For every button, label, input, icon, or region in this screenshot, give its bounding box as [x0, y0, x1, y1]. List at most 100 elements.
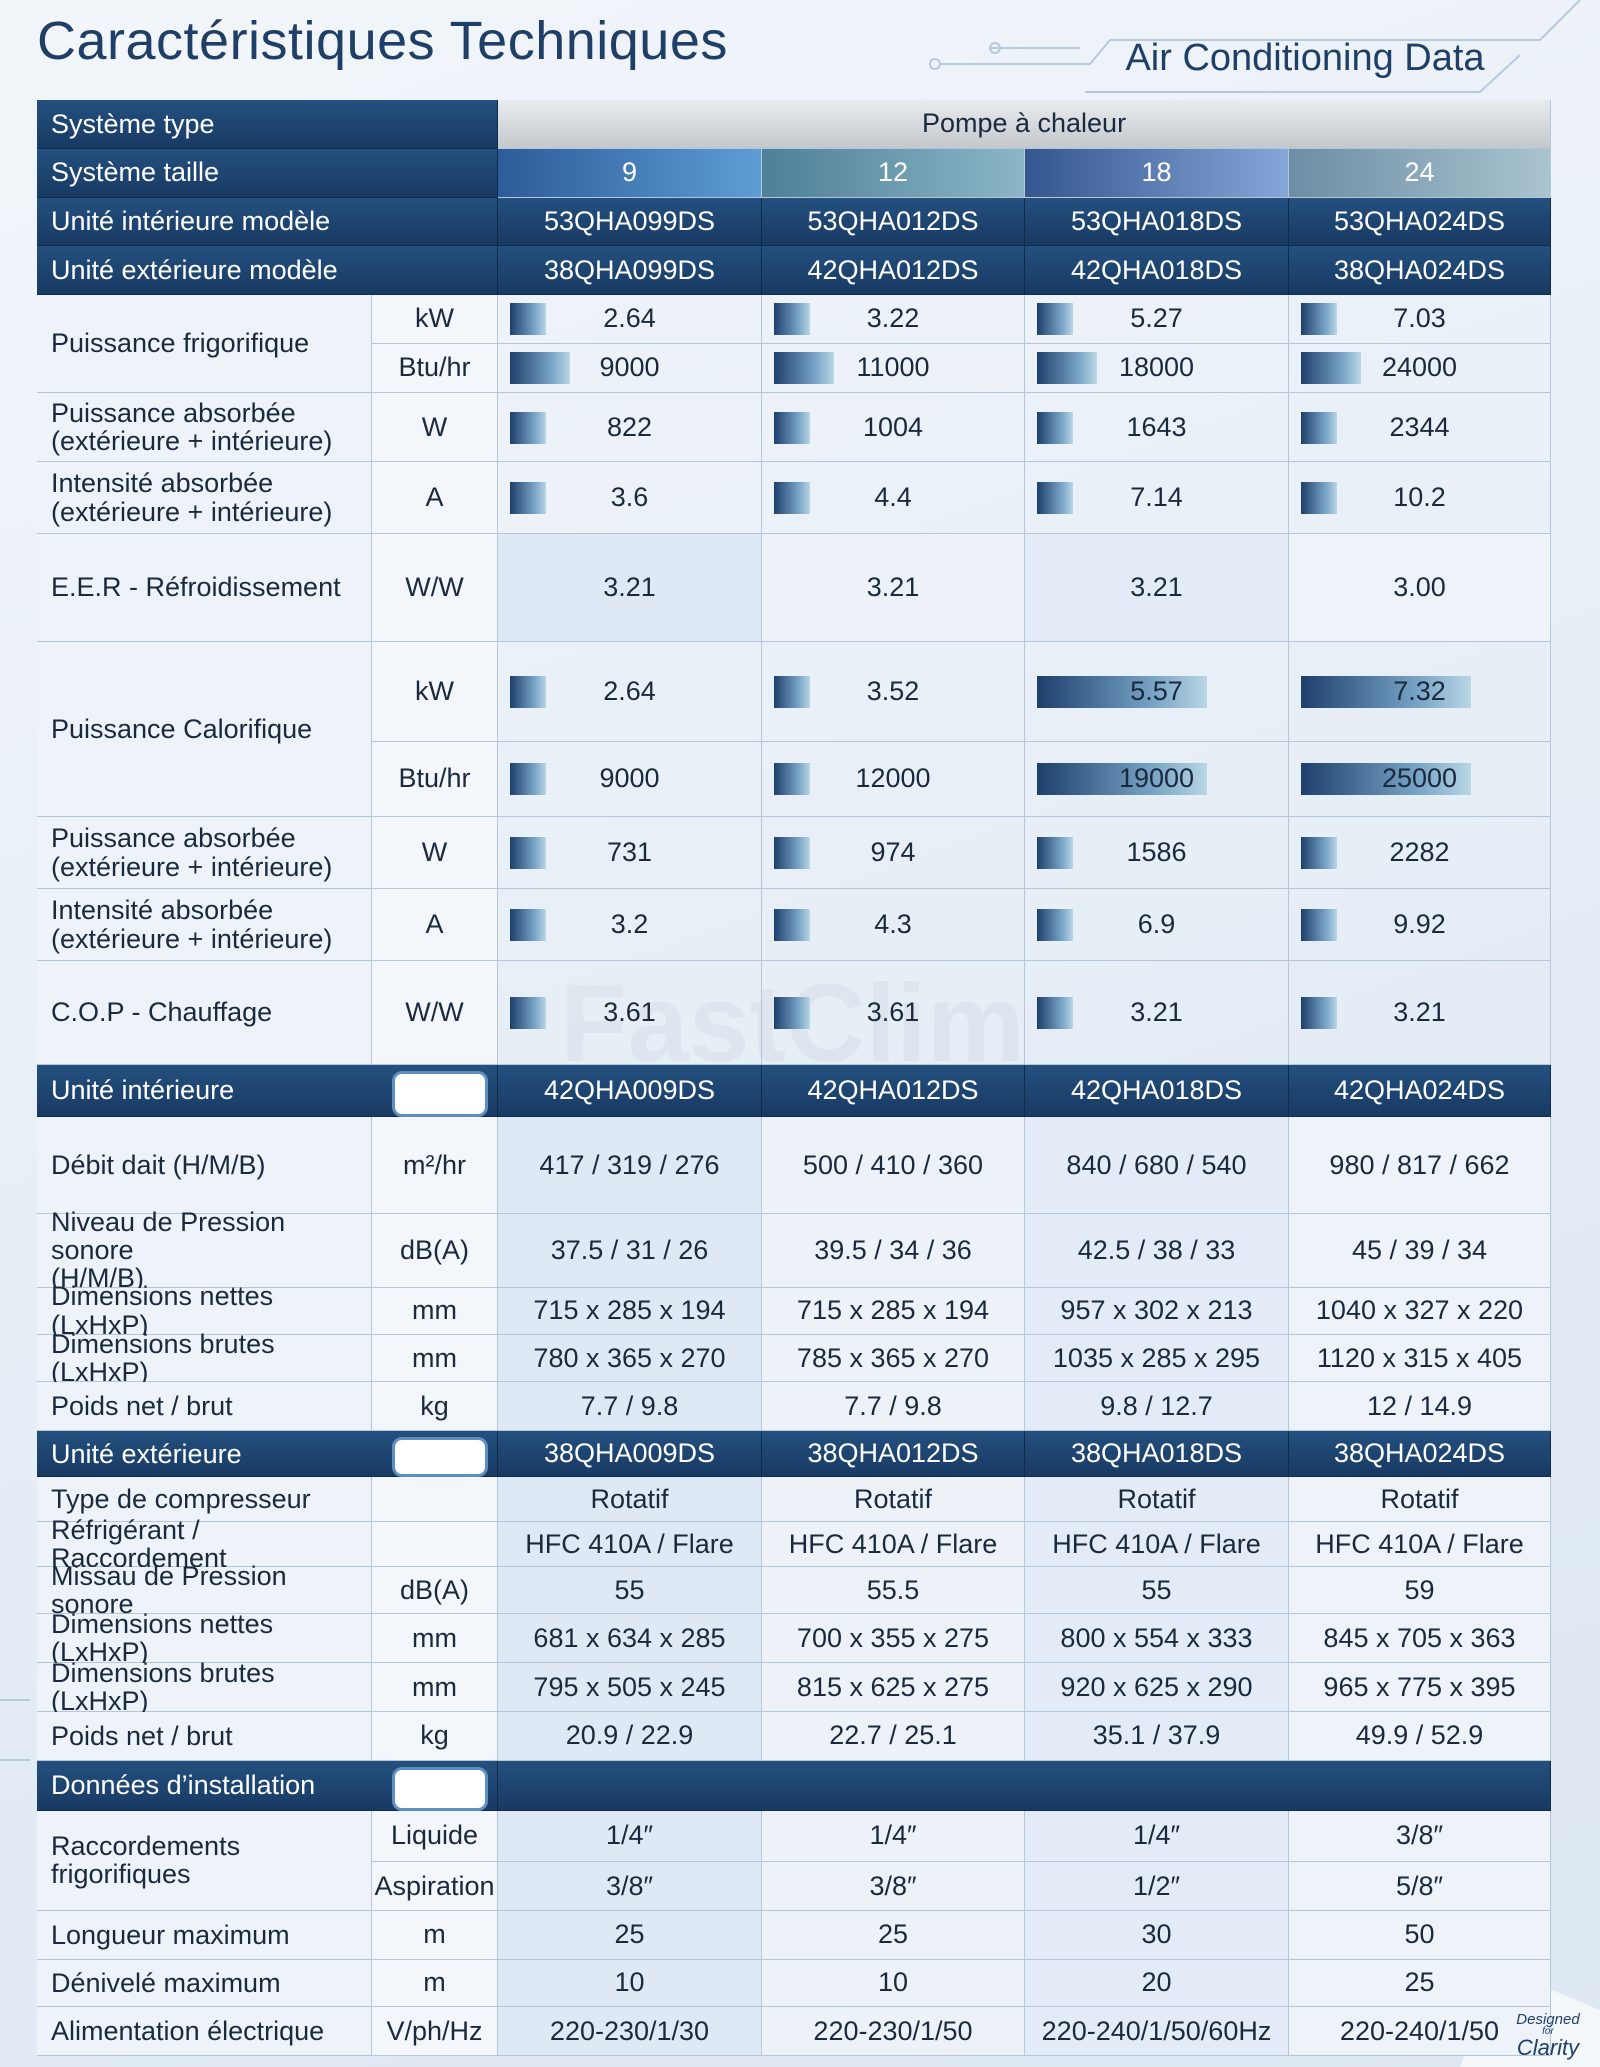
- cell: Rotatif: [498, 1477, 762, 1523]
- cell: 1/2″: [1025, 1862, 1289, 1911]
- cell: HFC 410A / Flare: [1289, 1522, 1551, 1567]
- row-label: Unité intérieure modèle: [37, 197, 498, 247]
- row-label: Débit dait (H/M/B): [37, 1117, 372, 1214]
- decorative-bar: [510, 909, 546, 942]
- cell: 12: [762, 148, 1025, 198]
- cell: 2282: [1289, 816, 1551, 890]
- subtitle: Air Conditioning Data: [1125, 36, 1485, 79]
- decorative-bar: [774, 352, 834, 385]
- cell: 53QHA024DS: [1289, 197, 1551, 247]
- cell: 55: [1025, 1566, 1289, 1615]
- row-label: Dimensions brutes (LxHxP): [37, 1330, 372, 1386]
- cell: 38QHA024DS: [1289, 1431, 1551, 1478]
- unit: Btu/hr: [372, 343, 498, 393]
- cell: 795 x 505 x 245: [498, 1663, 762, 1712]
- cell: 9.92: [1289, 889, 1551, 961]
- decorative-bar: [1301, 352, 1361, 385]
- row-label: Type de compresseur: [37, 1477, 372, 1523]
- unit: dB(A): [372, 1213, 498, 1288]
- decorative-bar: [1037, 837, 1073, 870]
- row-label: C.O.P - Chauffage: [37, 960, 372, 1065]
- cell: HFC 410A / Flare: [498, 1522, 762, 1567]
- cell: 1/4″: [498, 1810, 762, 1863]
- badge-text: for: [1542, 2026, 1554, 2037]
- cell: 785 x 365 x 270: [762, 1334, 1025, 1383]
- cell: 42QHA012DS: [762, 1064, 1025, 1118]
- cell: 220-230/1/30: [498, 2007, 762, 2056]
- cell: 3/8″: [498, 1862, 762, 1911]
- decorative-bar: [1037, 411, 1073, 444]
- cell: 4.4: [762, 462, 1025, 534]
- cell: 1120 x 315 x 405: [1289, 1334, 1551, 1383]
- cell: 3.61: [762, 960, 1025, 1065]
- cell: 3.21: [762, 533, 1025, 642]
- cell: 25: [762, 1910, 1025, 1960]
- decorative-bar: [510, 482, 546, 515]
- decorative-bar: [1301, 675, 1471, 708]
- cell: 974: [762, 816, 1025, 890]
- cell: 2.64: [498, 641, 762, 742]
- cell: 53QHA099DS: [498, 197, 762, 247]
- cell: 7.32: [1289, 641, 1551, 742]
- cell: 500 / 410 / 360: [762, 1117, 1025, 1214]
- cell: 11000: [762, 343, 1025, 393]
- unit: mm: [372, 1663, 498, 1712]
- badge-text: Clarity: [1516, 2035, 1580, 2060]
- row-label: Puissance absorbée (extérieure + intérie…: [37, 816, 372, 890]
- cell: 20.9 / 22.9: [498, 1711, 762, 1761]
- decorative-bar: [510, 996, 546, 1029]
- row-label: Longueur maximum: [37, 1910, 372, 1960]
- cell: 42QHA018DS: [1025, 246, 1289, 296]
- cell: HFC 410A / Flare: [762, 1522, 1025, 1567]
- cell: 3.21: [498, 533, 762, 642]
- cell: 3.61: [498, 960, 762, 1065]
- cell: 1/4″: [1025, 1810, 1289, 1863]
- decorative-bar: [1037, 909, 1073, 942]
- cell: 220-230/1/50: [762, 2007, 1025, 2056]
- row-label: Unité extérieure modèle: [37, 246, 498, 296]
- cell: 3.52: [762, 641, 1025, 742]
- unit: [372, 1522, 498, 1567]
- unit: kg: [372, 1711, 498, 1761]
- row-label: Alimentation électrique: [37, 2007, 372, 2056]
- cell: 24000: [1289, 343, 1551, 393]
- cell: 12 / 14.9: [1289, 1382, 1551, 1432]
- cell: 25: [498, 1910, 762, 1960]
- cell: 2.64: [498, 295, 762, 344]
- section-icon: [392, 1070, 488, 1118]
- cell: 715 x 285 x 194: [498, 1287, 762, 1335]
- cell: 5.27: [1025, 295, 1289, 344]
- cell: 55.5: [762, 1566, 1025, 1615]
- decorative-bar: [1037, 996, 1073, 1029]
- decorative-bar: [1301, 763, 1471, 796]
- section-fill: [498, 1760, 1551, 1811]
- cell: 780 x 365 x 270: [498, 1334, 762, 1383]
- decorative-bar: [1037, 303, 1073, 336]
- row-label: Système taille: [37, 148, 498, 198]
- cell: 5/8″: [1289, 1862, 1551, 1911]
- cell: 38QHA024DS: [1289, 246, 1551, 296]
- cell: 417 / 319 / 276: [498, 1117, 762, 1214]
- cell: 3.00: [1289, 533, 1551, 642]
- cell: 20: [1025, 1959, 1289, 2008]
- row-label: Puissance Calorifique: [37, 641, 372, 817]
- decorative-bar: [1037, 352, 1097, 385]
- cell: 3/8″: [1289, 1810, 1551, 1863]
- row-label: Dénivelé maximum: [37, 1959, 372, 2008]
- row-label: Raccordements frigorifiques: [37, 1810, 372, 1911]
- cell: 49.9 / 52.9: [1289, 1711, 1551, 1761]
- cell: 50: [1289, 1910, 1551, 1960]
- cell: 38QHA018DS: [1025, 1431, 1289, 1478]
- unit: m²/hr: [372, 1117, 498, 1214]
- unit: dB(A): [372, 1566, 498, 1615]
- cell: 920 x 625 x 290: [1025, 1663, 1289, 1712]
- cell: 45 / 39 / 34: [1289, 1213, 1551, 1288]
- cell: 38QHA099DS: [498, 246, 762, 296]
- decorative-bar: [774, 909, 810, 942]
- decorative-bar: [774, 675, 810, 708]
- row-label: E.E.R - Réfroidissement: [37, 533, 372, 642]
- row-label: Dimensions brutes (LxHxP): [37, 1659, 372, 1715]
- decorative-bar: [510, 675, 546, 708]
- cell: 59: [1289, 1566, 1551, 1615]
- cell: 965 x 775 x 395: [1289, 1663, 1551, 1712]
